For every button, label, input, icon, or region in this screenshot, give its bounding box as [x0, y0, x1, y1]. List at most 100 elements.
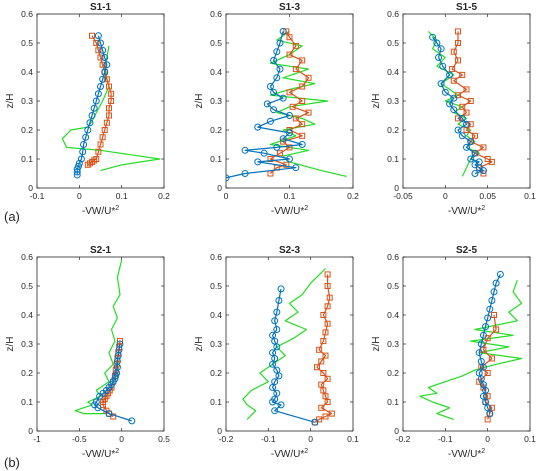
y-tick-label: 0.4	[210, 310, 222, 320]
data-point	[286, 51, 293, 58]
x-tick-label: -0.05	[393, 191, 413, 201]
y-tick-label: 0.5	[210, 38, 222, 48]
data-point	[463, 120, 470, 128]
data-point	[463, 143, 470, 151]
y-tick-label: 0.6	[387, 252, 399, 262]
data-point	[486, 305, 494, 313]
data-point	[108, 98, 115, 104]
data-point	[479, 363, 487, 371]
data-point	[484, 370, 491, 376]
data-point	[270, 56, 278, 64]
y-tick-label: 0.4	[210, 67, 222, 77]
data-point	[435, 54, 443, 61]
data-point	[73, 168, 81, 176]
data-point	[128, 417, 136, 425]
series-2	[74, 259, 123, 415]
y-tick-label: 0.4	[21, 67, 33, 77]
data-point	[271, 317, 279, 325]
data-point	[316, 346, 323, 353]
data-point	[479, 167, 487, 175]
x-axis-label: -VW/U*2	[448, 205, 485, 217]
data-point	[484, 404, 492, 412]
data-point	[320, 387, 327, 394]
series-line	[478, 274, 501, 414]
x-tick-label: -0.1	[261, 434, 276, 444]
data-point	[103, 119, 110, 126]
data-point	[283, 28, 290, 35]
data-point	[292, 115, 299, 122]
data-point	[275, 297, 283, 304]
data-point	[116, 338, 123, 345]
y-tick-label: 0.5	[21, 38, 33, 48]
data-point	[322, 393, 329, 400]
data-point	[458, 114, 466, 122]
y-tick-label: 0.1	[210, 397, 222, 407]
y-axis-label: z/H	[5, 94, 16, 109]
y-tick-label: 0.2	[387, 125, 399, 135]
data-point	[486, 410, 494, 418]
y-tick-label: 0	[28, 183, 33, 193]
series-line	[226, 31, 303, 179]
data-point	[271, 378, 279, 386]
data-point	[305, 109, 312, 116]
data-point	[112, 372, 120, 380]
data-point	[101, 68, 109, 76]
data-point	[263, 100, 271, 108]
data-point	[320, 370, 327, 376]
data-point	[314, 364, 321, 371]
panel-label-b: (b)	[4, 455, 20, 470]
panel-label-a: (a)	[4, 209, 20, 224]
data-point	[273, 389, 281, 397]
y-tick-label: 0.3	[210, 339, 222, 349]
data-point	[270, 106, 278, 114]
data-point	[484, 416, 491, 423]
y-tick-label: 0.4	[387, 67, 399, 77]
series-2	[419, 279, 523, 420]
data-point	[324, 303, 331, 310]
data-point	[105, 105, 112, 112]
y-tick-label: 0.4	[21, 310, 33, 320]
subplot-s1-5: S1-5-0.05 0 0.05 0.100.10.20.30.40.50.6-VW/…	[371, 2, 536, 217]
data-point	[286, 112, 293, 119]
y-axis-label: z/H	[194, 94, 205, 109]
subplot-s1-1: S1-1-0.1 0 0.1 0.200.10.20.30.40.50.6-VW/U*…	[5, 2, 170, 217]
data-point	[437, 45, 445, 53]
data-point	[450, 94, 458, 102]
data-point	[477, 375, 485, 383]
y-tick-label: 0.3	[387, 339, 399, 349]
data-point	[80, 141, 88, 148]
x-tick-label: 0	[443, 191, 448, 201]
data-point	[101, 127, 108, 133]
series-0	[226, 27, 306, 182]
y-tick-label: 0.2	[210, 125, 222, 135]
series-line	[432, 36, 484, 175]
data-point	[254, 158, 262, 166]
data-point	[488, 355, 495, 362]
y-axis-label: z/H	[371, 94, 382, 109]
subplot-s1-3: S1-3 0 0.1 0.2 0 0.1 0.2 0.3 0.4 0.5 0.6 -VW/U*2 z/H	[194, 2, 359, 217]
x-axis-label: -VW/U*2	[271, 448, 308, 460]
data-point	[105, 410, 113, 418]
subplot-s2-3: S2-3 -0.2 -0.1 0 0.1 0 0.1 0.2 0.3 0.4 0.5 0.6 -VW/U…	[194, 245, 359, 460]
y-tick-label: 0.4	[387, 310, 399, 320]
y-tick-label: 0.1	[210, 154, 222, 164]
x-tick-label: 0	[308, 434, 313, 444]
data-point	[324, 283, 331, 289]
data-point	[273, 143, 281, 151]
data-point	[450, 106, 458, 114]
data-point	[99, 134, 106, 141]
x-tick-label: 0.1	[347, 434, 359, 444]
y-axis-label: z/H	[5, 337, 16, 352]
data-point	[479, 381, 487, 389]
data-point	[271, 355, 279, 362]
data-point	[84, 161, 91, 168]
data-point	[96, 392, 104, 400]
data-point	[455, 115, 462, 122]
data-point	[322, 413, 329, 420]
data-point	[289, 103, 296, 110]
chart-title: S2-3	[279, 245, 301, 256]
data-point	[269, 384, 277, 391]
data-point	[467, 98, 474, 104]
data-point	[101, 54, 109, 61]
data-point	[292, 66, 299, 73]
